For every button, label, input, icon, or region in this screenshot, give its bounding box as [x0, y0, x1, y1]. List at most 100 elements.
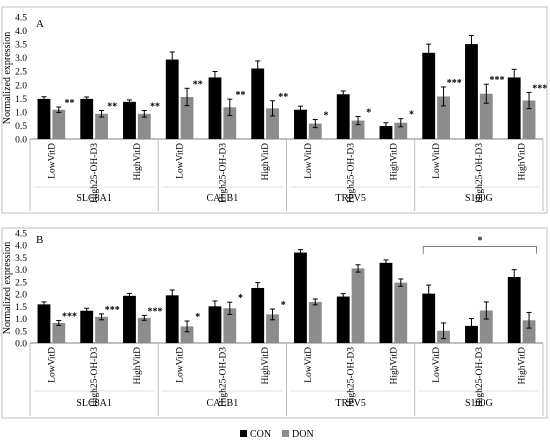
bar-don	[479, 310, 493, 343]
bar-con	[208, 306, 222, 343]
bar-con	[123, 295, 136, 343]
category-label: HighVitD	[133, 347, 143, 385]
bar-con	[165, 295, 179, 343]
significance-label: ***	[489, 75, 504, 86]
y-axis-label: Normalized expression	[2, 32, 13, 124]
group-label: SLC8A1	[76, 398, 112, 409]
y-axis-label: Normalized expression	[2, 242, 13, 334]
bar-con	[465, 325, 478, 343]
y-tick-label: 3.0	[15, 54, 27, 64]
category-label: LowVitD	[432, 143, 442, 179]
legend: CON DON	[240, 429, 314, 440]
y-tick-label: 0.0	[15, 136, 27, 146]
significance-label: **	[278, 92, 288, 103]
panel-label: B	[36, 234, 43, 246]
category-label: LowVitD	[47, 143, 57, 179]
category-label: HighVitD	[389, 347, 399, 385]
category-label: LowVitD	[176, 347, 186, 383]
bar-con	[208, 77, 222, 139]
bar-con	[80, 98, 94, 139]
significance-label: **	[193, 79, 203, 90]
y-tick-label: 1.0	[15, 108, 27, 118]
category-label: High25-OH-D3	[347, 143, 357, 203]
bar-don	[308, 301, 322, 343]
significance-label: ***	[147, 306, 162, 317]
significance-label: *	[281, 300, 286, 311]
category-label: HighVitD	[518, 143, 528, 181]
category-label: High25-OH-D3	[218, 347, 228, 407]
y-tick-label: 0.5	[15, 122, 27, 132]
panel-frame	[1, 6, 548, 214]
significance-label: **	[107, 102, 117, 113]
bar-con	[379, 262, 393, 343]
y-tick-label: 2.5	[15, 278, 27, 288]
legend-swatch-con	[240, 430, 247, 437]
bar-con	[37, 304, 51, 343]
bar-don	[266, 108, 279, 139]
bar-don	[52, 109, 66, 139]
bar-con	[37, 98, 51, 139]
bar-don	[95, 113, 108, 139]
bar-don	[180, 96, 194, 139]
significance-label: ***	[62, 312, 77, 323]
significance-label: *	[238, 293, 243, 304]
bar-don	[479, 93, 493, 139]
group-label: S100G	[465, 398, 493, 409]
significance-label: *	[195, 312, 200, 323]
bar-con	[80, 310, 94, 343]
y-tick-label: 3.0	[15, 266, 27, 276]
y-tick-label: 0.0	[15, 340, 27, 350]
y-tick-label: 4.5	[15, 230, 27, 240]
bar-con	[165, 59, 179, 139]
group-label: SLC8A1	[76, 193, 112, 204]
bar-don	[308, 123, 322, 139]
category-label: LowVitD	[432, 347, 442, 383]
category-label: HighVitD	[261, 347, 271, 385]
group-label: S100G	[465, 193, 493, 204]
y-tick-label: 2.0	[15, 291, 27, 301]
legend-swatch-don	[282, 430, 289, 437]
bar-don	[351, 120, 365, 139]
group-label: CALB1	[207, 193, 239, 204]
bar-con	[294, 252, 307, 343]
category-label: LowVitD	[304, 143, 314, 179]
bar-don	[137, 317, 151, 343]
bar-con	[507, 77, 521, 139]
y-tick-label: 3.5	[15, 254, 27, 264]
bar-don	[95, 316, 108, 343]
bar-don	[437, 96, 450, 139]
bar-don	[137, 113, 151, 139]
y-tick-label: 1.5	[15, 303, 27, 313]
bar-con	[336, 94, 350, 139]
significance-label: *	[409, 110, 414, 121]
bar-con	[251, 288, 265, 343]
group-label: TRPV5	[335, 193, 366, 204]
bar-con	[336, 296, 350, 343]
bar-con	[465, 44, 478, 139]
bar-don	[223, 107, 237, 139]
bar-con	[294, 109, 307, 139]
category-label: High25-OH-D3	[218, 143, 228, 203]
significance-label: ***	[105, 305, 120, 316]
category-label: High25-OH-D3	[90, 143, 100, 203]
significance-label: ***	[532, 83, 547, 94]
bar-con	[422, 293, 436, 343]
y-tick-label: 4.0	[15, 27, 27, 37]
significance-label: **	[64, 98, 74, 109]
significance-label: ***	[447, 78, 462, 89]
significance-label: **	[235, 90, 245, 101]
bar-don	[266, 314, 279, 343]
bar-don	[394, 282, 408, 343]
bar-con	[123, 101, 136, 139]
category-label: HighVitD	[518, 347, 528, 385]
group-label: CALB1	[207, 398, 239, 409]
panel-frame	[1, 227, 548, 419]
category-label: HighVitD	[389, 143, 399, 181]
bar-con	[507, 277, 521, 343]
bar-don	[180, 326, 194, 343]
y-tick-label: 0.5	[15, 327, 27, 337]
legend-label: CON	[250, 429, 271, 440]
bar-don	[394, 122, 408, 139]
